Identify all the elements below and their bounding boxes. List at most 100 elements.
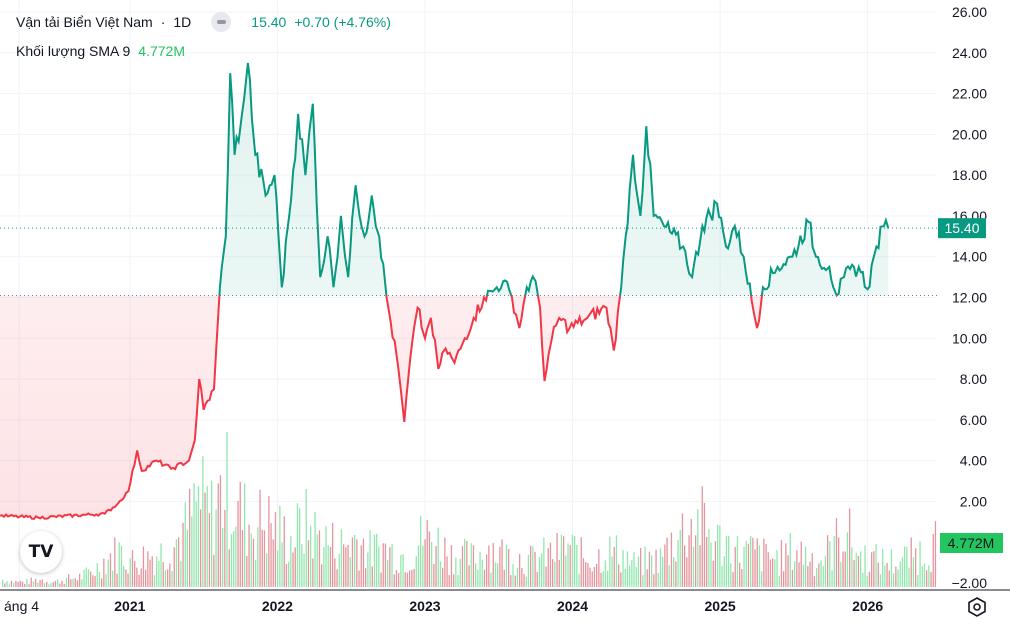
volume-bar	[393, 574, 395, 587]
volume-bar	[15, 580, 17, 587]
volume-bar	[697, 509, 699, 587]
volume-bar	[794, 561, 796, 587]
volume-bar	[384, 543, 387, 587]
volume-bar	[842, 551, 844, 587]
volume-bar	[274, 512, 277, 587]
volume-bar	[213, 554, 215, 587]
volume-bar	[802, 564, 805, 587]
volume-bar	[910, 537, 912, 587]
volume-bar	[928, 565, 930, 587]
volume-bar	[13, 583, 15, 587]
volume-bar	[486, 554, 488, 587]
volume-bar	[259, 489, 261, 587]
volume-bar	[527, 554, 530, 587]
volume-bar	[800, 541, 802, 587]
symbol-name[interactable]: Vận tải Biển Việt Nam	[16, 14, 153, 30]
interval-label[interactable]: 1D	[173, 14, 192, 30]
volume-bar	[343, 544, 345, 587]
volume-bar	[519, 554, 521, 587]
volume-bar	[481, 559, 483, 587]
volume-bar	[763, 538, 765, 587]
volume-bar	[708, 529, 710, 587]
volume-bar	[241, 530, 244, 587]
volume-bar	[107, 559, 109, 587]
volume-bar	[457, 575, 459, 587]
tradingview-logo[interactable]: TV	[20, 531, 62, 573]
volume-bar	[98, 572, 101, 587]
volume-bar	[624, 569, 626, 587]
volume-bar	[703, 502, 706, 587]
volume-bar	[164, 570, 167, 587]
volume-bar	[879, 574, 882, 587]
volume-bar	[582, 558, 585, 587]
volume-bar	[279, 505, 281, 587]
volume-bar	[294, 547, 296, 587]
settings-gear-icon[interactable]	[966, 596, 988, 618]
volume-bar	[745, 540, 747, 587]
volume-bar	[732, 572, 734, 587]
volume-bar	[85, 567, 87, 587]
volume-bar	[699, 545, 701, 587]
volume-bar	[411, 570, 413, 587]
volume-bar	[791, 569, 794, 587]
volume-bar	[622, 550, 624, 587]
volume-bar	[459, 558, 461, 587]
volume-bar	[37, 582, 39, 587]
volume-bar	[437, 527, 439, 587]
volume-bar	[475, 563, 477, 587]
volume-bar	[46, 581, 48, 587]
volume-indicator-value: 4.772M	[138, 43, 185, 59]
volume-bar	[675, 561, 677, 587]
volume-bar	[378, 546, 380, 587]
volume-bar	[464, 538, 466, 587]
volume-bar	[233, 531, 235, 587]
volume-bar	[780, 540, 783, 587]
volume-bar	[435, 546, 437, 587]
volume-bar	[123, 565, 125, 587]
price-line-up	[218, 62, 890, 296]
volume-bar	[844, 551, 846, 587]
volume-bar	[620, 572, 622, 587]
volume-bar	[156, 556, 158, 587]
volume-badge	[940, 533, 1003, 553]
volume-bar	[92, 575, 94, 587]
volume-bar	[10, 580, 13, 587]
volume-bar	[541, 553, 543, 587]
volume-bar	[129, 558, 131, 587]
volume-bar	[417, 545, 420, 587]
volume-bar	[508, 548, 510, 587]
volume-bar	[813, 576, 816, 587]
volume-bar	[644, 546, 646, 587]
y-tick-label: 12.00	[952, 290, 987, 306]
volume-bar	[299, 508, 301, 587]
collapse-legend-button[interactable]	[211, 12, 232, 32]
volume-bar	[444, 537, 446, 587]
price-change: +0.70 (+4.76%)	[294, 14, 391, 30]
volume-bar	[888, 570, 890, 587]
volume-bar	[772, 558, 774, 587]
volume-bar	[758, 545, 761, 587]
volume-bar	[354, 534, 356, 587]
volume-bar	[930, 571, 932, 587]
volume-bar	[866, 575, 868, 587]
volume-bar	[426, 520, 428, 587]
volume-bar	[118, 542, 120, 587]
volume-bar	[472, 545, 475, 587]
y-tick-label: 8.00	[960, 371, 987, 387]
volume-bar	[169, 563, 171, 587]
volume-bar	[728, 536, 730, 587]
volume-bar	[776, 550, 778, 587]
volume-bar	[272, 539, 274, 587]
volume-bar	[706, 536, 708, 587]
volume-bar	[140, 568, 142, 587]
volume-bar	[926, 570, 928, 587]
volume-bar	[558, 559, 560, 587]
volume-bar	[387, 560, 389, 587]
volume-bar	[21, 581, 24, 587]
volume-bar	[895, 566, 897, 587]
volume-bar	[200, 509, 202, 587]
volume-bar	[307, 540, 310, 587]
volume-indicator-name[interactable]: Khối lượng SMA 9	[16, 43, 131, 59]
volume-bar	[195, 501, 197, 587]
